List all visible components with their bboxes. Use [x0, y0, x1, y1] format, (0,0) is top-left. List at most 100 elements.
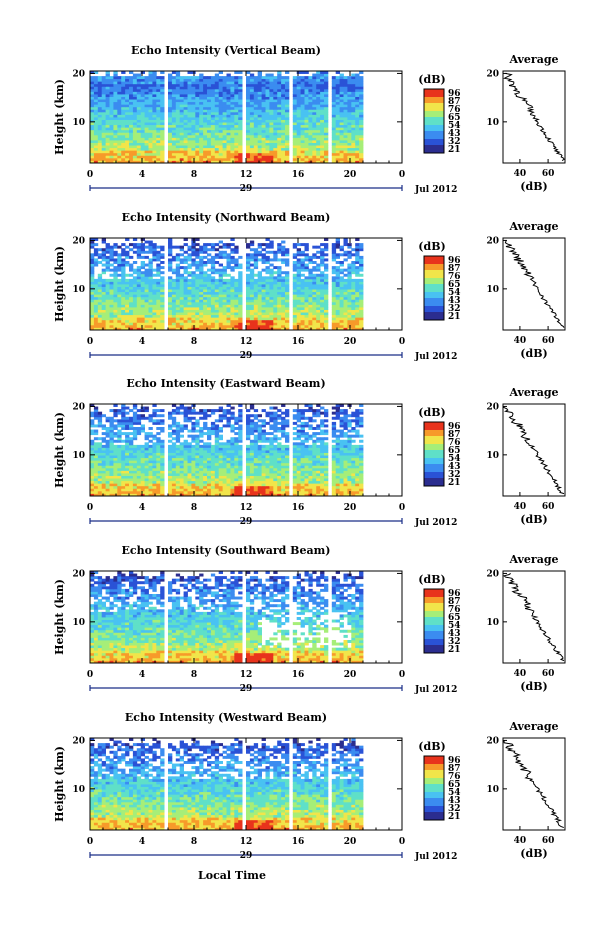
average-x-tick: 40: [514, 669, 527, 679]
average-x-label: (dB): [520, 847, 547, 860]
x-tick-label: 16: [292, 837, 305, 847]
average-title: Average: [508, 386, 558, 399]
average-y-tick: 10: [486, 285, 499, 295]
average-title: Average: [508, 720, 558, 733]
colorbar-tick: 32: [448, 137, 461, 147]
y-axis-label: Height (km): [53, 579, 66, 655]
average-frame: [502, 737, 566, 831]
average-profile-line: [503, 740, 564, 829]
colorbar-tick: 54: [448, 621, 461, 631]
x-tick-label: 12: [240, 337, 253, 347]
x-tick-label: 4: [139, 670, 145, 680]
y-tick-label: 10: [72, 618, 85, 628]
colorbar-tick: 43: [448, 129, 461, 139]
x-tick-label: 8: [191, 837, 197, 847]
colorbar-tick: 76: [448, 272, 461, 282]
average-x-label: (dB): [520, 347, 547, 360]
colorbar: [423, 421, 445, 487]
average-frame: [502, 237, 566, 331]
average-y-tick: 20: [486, 69, 499, 79]
average-frame: [502, 403, 566, 497]
colorbar-tick: 32: [448, 470, 461, 480]
x-tick-label: 0: [399, 337, 405, 347]
colorbar-tick: 43: [448, 296, 461, 306]
panel-title: Echo Intensity (Northward Beam): [122, 211, 331, 224]
average-x-label: (dB): [520, 680, 547, 693]
average-profile-line: [504, 240, 565, 328]
x-tick-label: 20: [344, 337, 357, 347]
echo-heatmap: [90, 404, 364, 497]
colorbar-tick: 21: [448, 812, 461, 822]
month-label: Jul 2012: [414, 685, 457, 695]
colorbar-tick: 96: [448, 756, 461, 766]
colorbar-unit: (dB): [418, 240, 445, 253]
average-x-tick: 60: [542, 169, 555, 179]
x-tick-label: 0: [399, 503, 405, 513]
y-axis-label: Height (km): [53, 79, 66, 155]
average-profile-line: [502, 572, 565, 662]
x-tick-label: 12: [240, 170, 253, 180]
y-tick-label: 20: [72, 69, 85, 79]
average-x-label: (dB): [520, 513, 547, 526]
echo-heatmap: [90, 738, 364, 831]
x-axis-label: Local Time: [198, 869, 266, 882]
y-tick-label: 10: [72, 451, 85, 461]
colorbar-tick: 87: [448, 597, 461, 607]
x-tick-label: 8: [191, 503, 197, 513]
panel-3: Echo Intensity (Eastward Beam) 20 10 Height…: [53, 377, 566, 528]
y-tick-label: 10: [72, 285, 85, 295]
colorbar-tick: 54: [448, 788, 461, 798]
x-tick-label: 0: [399, 837, 405, 847]
colorbar-tick: 32: [448, 304, 461, 314]
colorbar-tick: 96: [448, 589, 461, 599]
x-tick-label: 12: [240, 837, 253, 847]
average-y-tick: 10: [486, 118, 499, 128]
colorbar-tick: 43: [448, 796, 461, 806]
average-x-tick: 40: [514, 836, 527, 846]
average-y-tick: 20: [486, 402, 499, 412]
colorbar: [423, 755, 445, 821]
panel-title: Echo Intensity (Eastward Beam): [126, 377, 325, 390]
colorbar-tick: 54: [448, 121, 461, 131]
x-tick-label: 4: [139, 170, 145, 180]
average-title: Average: [508, 220, 558, 233]
colorbar-tick: 96: [448, 422, 461, 432]
average-x-tick: 60: [542, 836, 555, 846]
average-title: Average: [508, 53, 558, 66]
panel-1: Echo Intensity (Vertical Beam) 20 10 Height…: [53, 44, 566, 195]
x-tick-label: 8: [191, 670, 197, 680]
x-tick-label: 8: [191, 337, 197, 347]
average-frame: [502, 70, 566, 164]
y-axis-label: Height (km): [53, 746, 66, 822]
average-y-tick: 10: [486, 785, 499, 795]
month-label: Jul 2012: [414, 352, 457, 362]
x-tick-label: 12: [240, 670, 253, 680]
colorbar-tick: 54: [448, 454, 461, 464]
colorbar-tick: 87: [448, 97, 461, 107]
colorbar-tick: 76: [448, 772, 461, 782]
x-tick-label: 20: [344, 503, 357, 513]
colorbar-tick: 65: [448, 113, 461, 123]
x-tick-label: 0: [399, 670, 405, 680]
panel-title: Echo Intensity (Vertical Beam): [131, 44, 321, 57]
y-tick-label: 10: [72, 118, 85, 128]
colorbar-unit: (dB): [418, 573, 445, 586]
panel-title: Echo Intensity (Westward Beam): [125, 711, 327, 724]
date-label: 29: [240, 684, 253, 694]
average-frame: [502, 570, 566, 664]
average-x-tick: 40: [514, 502, 527, 512]
panel-5: Echo Intensity (Westward Beam) 20 10 Height…: [53, 711, 566, 862]
colorbar-tick: 76: [448, 105, 461, 115]
x-tick-label: 4: [139, 503, 145, 513]
panel-2: Echo Intensity (Northward Beam) 20 10 Heigh…: [53, 211, 566, 362]
colorbar-tick: 76: [448, 438, 461, 448]
echo-heatmap: [90, 71, 364, 164]
average-title: Average: [508, 553, 558, 566]
colorbar-tick: 21: [448, 645, 461, 655]
date-label: 29: [240, 184, 253, 194]
colorbar-tick: 65: [448, 446, 461, 456]
average-profile-line: [503, 72, 565, 162]
average-x-tick: 60: [542, 336, 555, 346]
average-x-tick: 40: [514, 336, 527, 346]
x-tick-label: 4: [139, 837, 145, 847]
